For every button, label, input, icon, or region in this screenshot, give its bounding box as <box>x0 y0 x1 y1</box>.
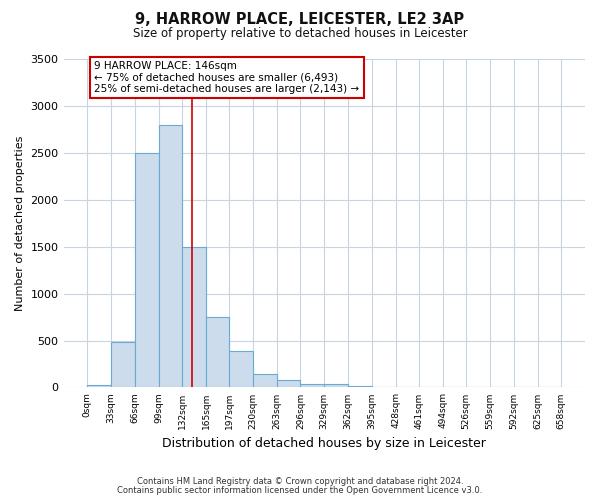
Bar <box>301 384 324 388</box>
Text: 9 HARROW PLACE: 146sqm
← 75% of detached houses are smaller (6,493)
25% of semi-: 9 HARROW PLACE: 146sqm ← 75% of detached… <box>94 61 359 94</box>
Text: Contains public sector information licensed under the Open Government Licence v3: Contains public sector information licen… <box>118 486 482 495</box>
Bar <box>253 374 277 388</box>
Bar <box>87 385 111 388</box>
Text: Size of property relative to detached houses in Leicester: Size of property relative to detached ho… <box>133 28 467 40</box>
Bar <box>206 317 229 388</box>
Text: 9, HARROW PLACE, LEICESTER, LE2 3AP: 9, HARROW PLACE, LEICESTER, LE2 3AP <box>136 12 464 28</box>
Bar <box>182 246 206 388</box>
Bar <box>348 386 372 388</box>
Bar <box>135 153 158 388</box>
Bar <box>111 342 135 388</box>
X-axis label: Distribution of detached houses by size in Leicester: Distribution of detached houses by size … <box>163 437 486 450</box>
Bar <box>324 384 348 388</box>
Y-axis label: Number of detached properties: Number of detached properties <box>15 136 25 311</box>
Bar <box>158 124 182 388</box>
Text: Contains HM Land Registry data © Crown copyright and database right 2024.: Contains HM Land Registry data © Crown c… <box>137 477 463 486</box>
Bar <box>277 380 301 388</box>
Bar <box>229 351 253 388</box>
